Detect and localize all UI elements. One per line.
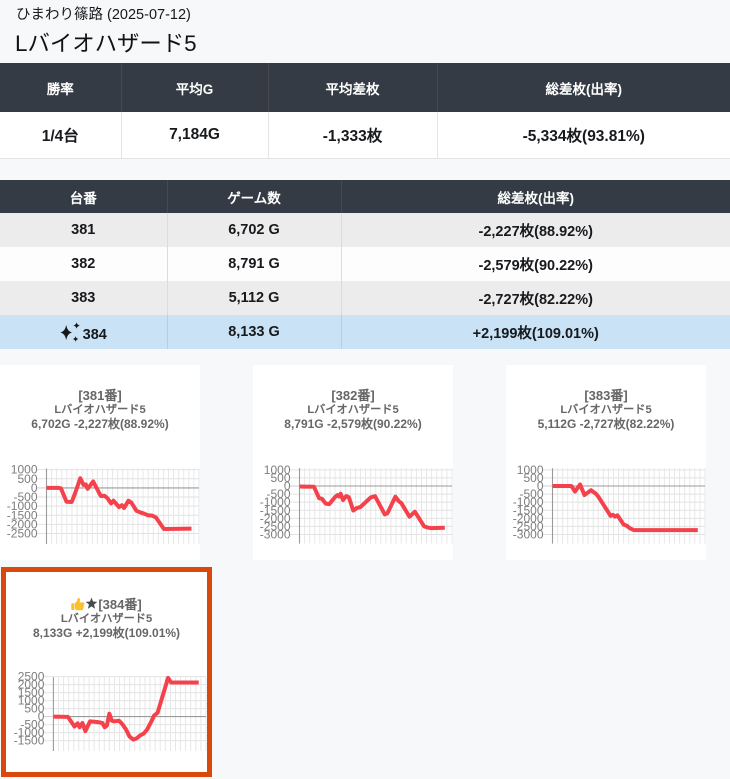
svg-text:500: 500 bbox=[17, 472, 37, 486]
svg-text:500: 500 bbox=[270, 471, 290, 485]
svg-text:1000: 1000 bbox=[264, 463, 291, 477]
svg-text:-1500: -1500 bbox=[260, 503, 291, 517]
svg-text:0: 0 bbox=[284, 479, 291, 493]
svg-text:-500: -500 bbox=[13, 490, 37, 504]
svg-text:1500: 1500 bbox=[18, 686, 45, 700]
svg-text:500: 500 bbox=[24, 702, 44, 716]
svg-text:0: 0 bbox=[38, 710, 45, 724]
svg-text:2500: 2500 bbox=[18, 672, 45, 684]
svg-text:-1000: -1000 bbox=[14, 726, 45, 740]
svg-text:-1000: -1000 bbox=[7, 499, 38, 513]
svg-text:-1500: -1500 bbox=[7, 508, 38, 522]
svg-text:-500: -500 bbox=[266, 487, 290, 501]
svg-text:-500: -500 bbox=[519, 487, 543, 501]
svg-text:2000: 2000 bbox=[18, 678, 45, 692]
svg-text:1000: 1000 bbox=[517, 463, 544, 477]
svg-text:-1500: -1500 bbox=[513, 503, 544, 517]
svg-text:-1000: -1000 bbox=[513, 495, 544, 509]
svg-text:-2000: -2000 bbox=[260, 511, 291, 525]
svg-text:-1000: -1000 bbox=[260, 495, 291, 509]
svg-text:-2500: -2500 bbox=[513, 519, 544, 533]
svg-text:-2500: -2500 bbox=[260, 519, 291, 533]
svg-text:-1500: -1500 bbox=[14, 734, 45, 748]
svg-text:-500: -500 bbox=[20, 718, 44, 732]
svg-text:-3000: -3000 bbox=[513, 528, 544, 542]
svg-text:-2500: -2500 bbox=[7, 527, 38, 541]
svg-text:-2000: -2000 bbox=[7, 518, 38, 532]
svg-text:0: 0 bbox=[537, 479, 544, 493]
svg-text:-3000: -3000 bbox=[260, 528, 291, 542]
svg-text:500: 500 bbox=[523, 471, 543, 485]
svg-text:1000: 1000 bbox=[18, 694, 45, 708]
svg-text:0: 0 bbox=[31, 481, 38, 495]
svg-text:1000: 1000 bbox=[11, 463, 38, 477]
svg-text:-2000: -2000 bbox=[513, 511, 544, 525]
